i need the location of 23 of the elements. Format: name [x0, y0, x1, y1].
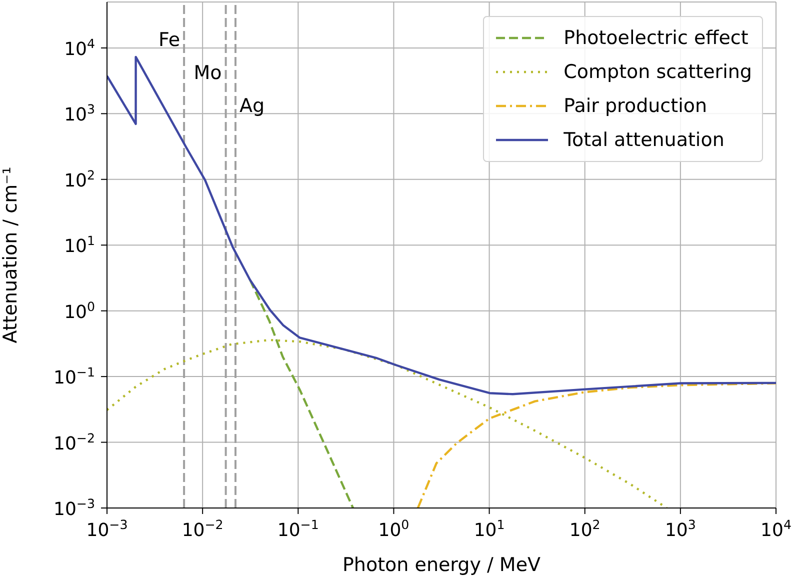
y-tick-label: 10$^{0}$ — [64, 298, 95, 323]
legend-label: Total attenuation — [564, 129, 724, 151]
legend-label: Pair production — [564, 95, 708, 117]
y-tick-label: 10$^{1}$ — [64, 232, 95, 258]
y-axis-title: Attenuation / cm⁻¹ — [0, 166, 22, 344]
y-tick-label: 10$^{−2}$ — [54, 430, 95, 454]
ref-line-label: Ag — [239, 95, 265, 117]
x-axis-title: Photon energy / MeV — [342, 554, 541, 576]
ref-line-label: Mo — [194, 62, 222, 84]
ref-line-label: Fe — [158, 29, 180, 51]
x-tick-label: 10$^{−2}$ — [182, 516, 224, 541]
legend-label: Photoelectric effect — [564, 27, 748, 49]
legend-label: Compton scattering — [564, 61, 752, 83]
y-tick-label: 10$^{3}$ — [64, 101, 95, 126]
x-tick-label: 10$^{1}$ — [474, 516, 505, 541]
x-tick-label: 10$^{0}$ — [378, 516, 410, 541]
x-tick-label: 10$^{4}$ — [760, 516, 792, 541]
x-tick-label: 10$^{3}$ — [664, 516, 696, 541]
y-tick-label: 10$^{2}$ — [64, 166, 95, 192]
x-tick-label: 10$^{−1}$ — [277, 516, 319, 541]
y-tick-label: 10$^{−1}$ — [54, 364, 95, 389]
x-tick-label: 10$^{2}$ — [569, 516, 600, 541]
y-tick-label: 10$^{4}$ — [64, 35, 95, 60]
